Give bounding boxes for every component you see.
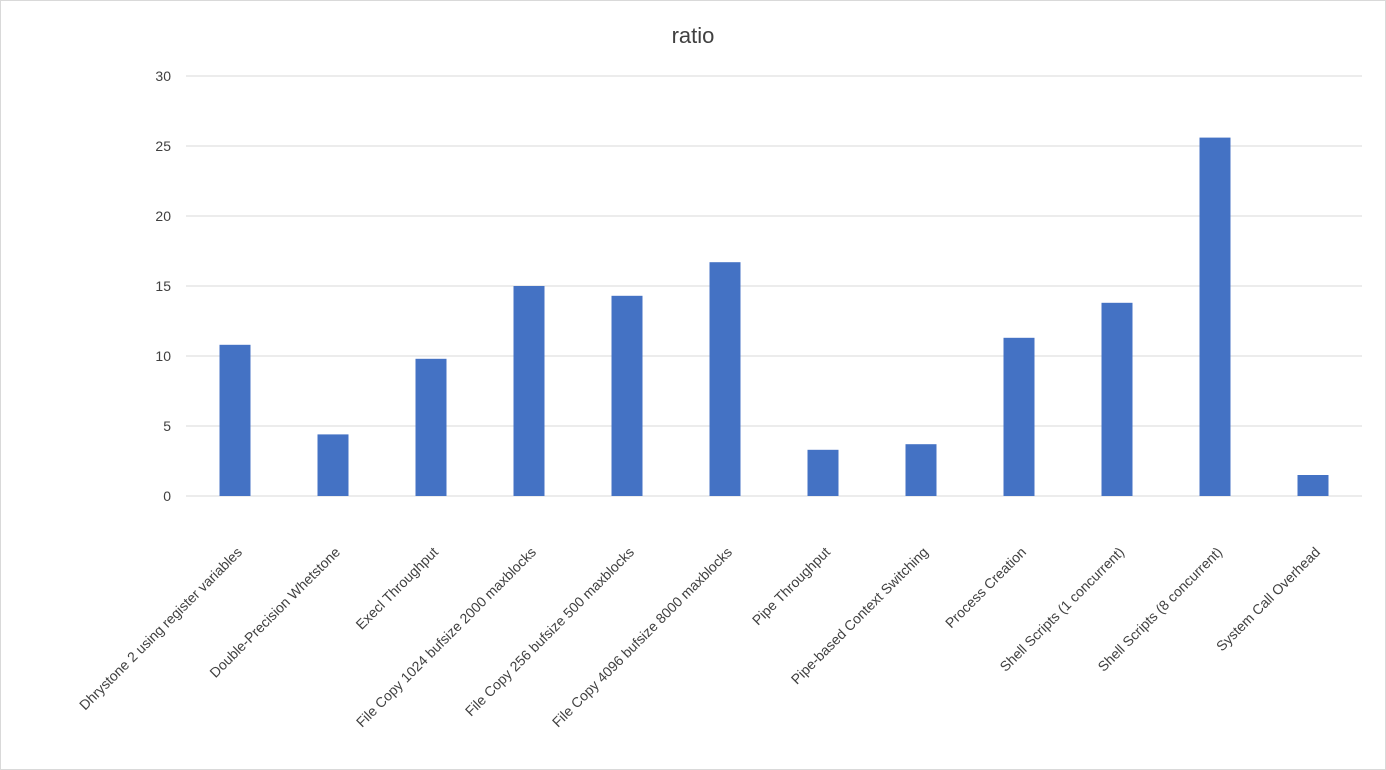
bar <box>611 295 643 496</box>
bar <box>1101 302 1133 496</box>
x-category-label: Process Creation <box>942 544 1029 631</box>
y-tick-label: 25 <box>155 138 171 154</box>
chart-title: ratio <box>672 23 715 48</box>
gridlines <box>186 75 1362 497</box>
y-axis-ticks: 0 5 10 15 20 25 30 <box>155 68 171 504</box>
y-tick-label: 5 <box>163 418 171 434</box>
bar <box>905 444 937 496</box>
x-category-label: Pipe Throughput <box>749 544 833 628</box>
y-tick-label: 30 <box>155 68 171 84</box>
bar <box>807 449 839 496</box>
y-tick-label: 0 <box>163 488 171 504</box>
bar <box>709 262 741 496</box>
x-category-label: Execl Throughput <box>352 544 441 633</box>
bar <box>1003 337 1035 496</box>
x-axis-categories: Dhrystone 2 using register variablesDoub… <box>76 544 1323 730</box>
bar <box>415 358 447 496</box>
bar <box>317 434 349 496</box>
x-category-label: System Call Overhead <box>1213 544 1323 654</box>
bars <box>219 137 1329 496</box>
bar <box>1199 137 1231 496</box>
x-category-label: File Copy 4096 bufsize 8000 maxblocks <box>549 544 735 730</box>
bar <box>1297 475 1329 496</box>
bar <box>513 286 545 496</box>
bar <box>219 344 251 496</box>
x-category-label: Dhrystone 2 using register variables <box>76 544 245 713</box>
y-tick-label: 20 <box>155 208 171 224</box>
y-tick-label: 10 <box>155 348 171 364</box>
y-tick-label: 15 <box>155 278 171 294</box>
x-category-label: File Copy 256 bufsize 500 maxblocks <box>462 544 637 719</box>
x-category-label: File Copy 1024 bufsize 2000 maxblocks <box>353 544 539 730</box>
